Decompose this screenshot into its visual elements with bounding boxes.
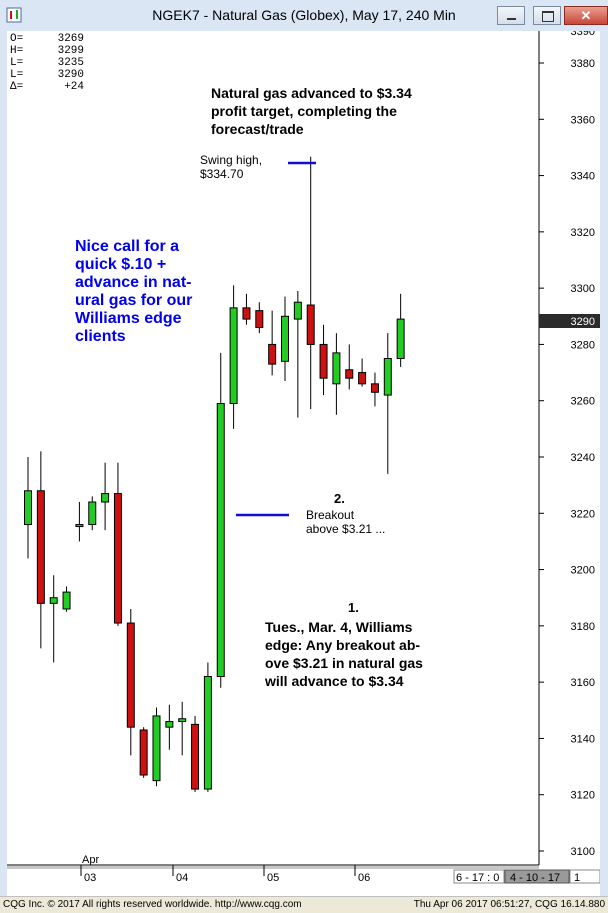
candle-body[interactable]	[139, 729, 148, 776]
candle-body[interactable]	[62, 591, 71, 610]
price-tick-label: 3320	[571, 227, 595, 239]
candlestick-chart[interactable]: 3380 3360 3340 3320 3300 3280 3260 3240 3220 3200…	[7, 31, 600, 896]
candle-body[interactable]	[203, 676, 212, 790]
price-tick-label: 3240	[571, 452, 595, 464]
maximize-icon	[542, 11, 554, 22]
status-bar: CQG Inc. © 2017 All rights reserved worl…	[0, 896, 608, 913]
time-axis-month: Apr	[82, 854, 99, 866]
window-title: NGEK7 - Natural Gas (Globex), May 17, 24…	[152, 7, 456, 23]
candle-body[interactable]	[281, 315, 289, 362]
candle-body[interactable]	[191, 723, 200, 790]
candle-body[interactable]	[113, 493, 122, 624]
candle-body[interactable]	[216, 403, 225, 678]
minimize-icon	[507, 18, 516, 20]
candle-body[interactable]	[101, 493, 110, 503]
candles-group	[24, 156, 405, 792]
price-tick-label: 3100	[571, 846, 595, 858]
copyright-text: CQG Inc. © 2017 All rights reserved worl…	[3, 899, 302, 910]
title-bar: NGEK7 - Natural Gas (Globex), May 17, 24…	[0, 0, 608, 31]
candle-body[interactable]	[370, 383, 379, 393]
price-tick-label: 3260	[571, 396, 595, 408]
candle-body[interactable]	[152, 715, 161, 782]
close-icon: ✕	[580, 8, 592, 23]
candle-body[interactable]	[88, 501, 97, 526]
price-tick-label: 3340	[571, 171, 595, 183]
candle-body[interactable]	[165, 721, 174, 728]
ohlc-row-open: O= 3269	[10, 33, 84, 45]
ohlc-row-low: L= 3235	[10, 57, 84, 69]
candle-body[interactable]	[383, 358, 392, 396]
day-tick-label: 03	[84, 872, 96, 884]
price-tick-partial: 3390	[571, 31, 595, 38]
date-range-extra[interactable]	[569, 869, 600, 884]
breakout-note: Breakout above $3.21 ...	[306, 508, 385, 536]
time-axis: 03 04 05 06	[80, 865, 370, 884]
ohlc-row-high: H= 3299	[10, 45, 84, 57]
close-button[interactable]: ✕	[564, 6, 608, 25]
timestamp-text: Thu Apr 06 2017 06:51:27, CQG 16.14.880	[413, 899, 605, 910]
candle-body[interactable]	[358, 372, 367, 385]
day-tick-label: 05	[267, 872, 279, 884]
price-tick-label: 3160	[571, 677, 595, 689]
date-range-start-label: 6 - 17 : 0	[456, 872, 499, 884]
candle-body[interactable]	[36, 490, 45, 604]
day-tick-label: 06	[358, 872, 370, 884]
candle-body[interactable]	[178, 718, 187, 723]
candle-body[interactable]	[306, 304, 315, 345]
price-tick-label: 3380	[571, 58, 595, 70]
day-tick-label: 04	[176, 872, 188, 884]
date-range-start[interactable]	[453, 869, 505, 884]
date-range-end[interactable]	[504, 869, 570, 884]
candle-body[interactable]	[268, 343, 277, 365]
candle-body[interactable]	[255, 310, 264, 329]
ohlc-row-change: Δ= +24	[10, 81, 84, 93]
ohlc-readout: O= 3269 H= 3299 L= 3235 L= 3290 Δ= +24	[10, 33, 84, 93]
swing-high-note: Swing high, $334.70	[200, 153, 265, 181]
chart-area[interactable]: 3380 3360 3340 3320 3300 3280 3260 3240 3220 3200…	[7, 31, 600, 896]
candle-body[interactable]	[24, 490, 32, 526]
candle-body[interactable]	[126, 622, 135, 728]
candle-body[interactable]	[229, 307, 238, 405]
price-tick-label: 3200	[571, 565, 595, 577]
candle-body[interactable]	[242, 307, 251, 320]
price-tick-label: 3180	[571, 621, 595, 633]
candle-body[interactable]	[293, 301, 302, 320]
current-price-label: 3290	[571, 316, 595, 328]
candle-body[interactable]	[75, 524, 84, 528]
price-tick-label: 3120	[571, 790, 595, 802]
price-tick-label: 3220	[571, 508, 595, 520]
top-note: Natural gas advanced to $3.34 profit tar…	[211, 85, 416, 137]
candle-body[interactable]	[396, 318, 405, 360]
date-range-extra-label: 1	[574, 872, 580, 884]
price-tick-label: 3300	[571, 283, 595, 295]
candle-body[interactable]	[332, 352, 341, 385]
current-price-marker	[539, 314, 600, 328]
price-tick-label: 3140	[571, 733, 595, 745]
price-axis: 3380 3360 3340 3320 3300 3280 3260 3240 3220 3200…	[539, 58, 595, 858]
candle-body[interactable]	[345, 369, 354, 379]
app-icon	[6, 7, 22, 23]
minimize-button[interactable]	[497, 6, 525, 25]
williams-note: Tues., Mar. 4, Williams edge: Any breako…	[264, 619, 427, 689]
candle-body[interactable]	[49, 597, 58, 604]
price-tick-label: 3280	[571, 339, 595, 351]
date-range-end-label: 4 - 10 - 17	[510, 872, 560, 884]
williams-number: 1.	[348, 600, 359, 615]
scrollbar-track[interactable]	[7, 866, 539, 869]
breakout-number: 2.	[334, 491, 345, 506]
maximize-button[interactable]	[533, 6, 561, 25]
nice-call-note: Nice call for a quick $.10 + advance in …	[75, 238, 197, 345]
ohlc-row-last: L= 3290	[10, 69, 84, 81]
price-tick-label: 3360	[571, 114, 595, 126]
candle-body[interactable]	[319, 343, 328, 379]
